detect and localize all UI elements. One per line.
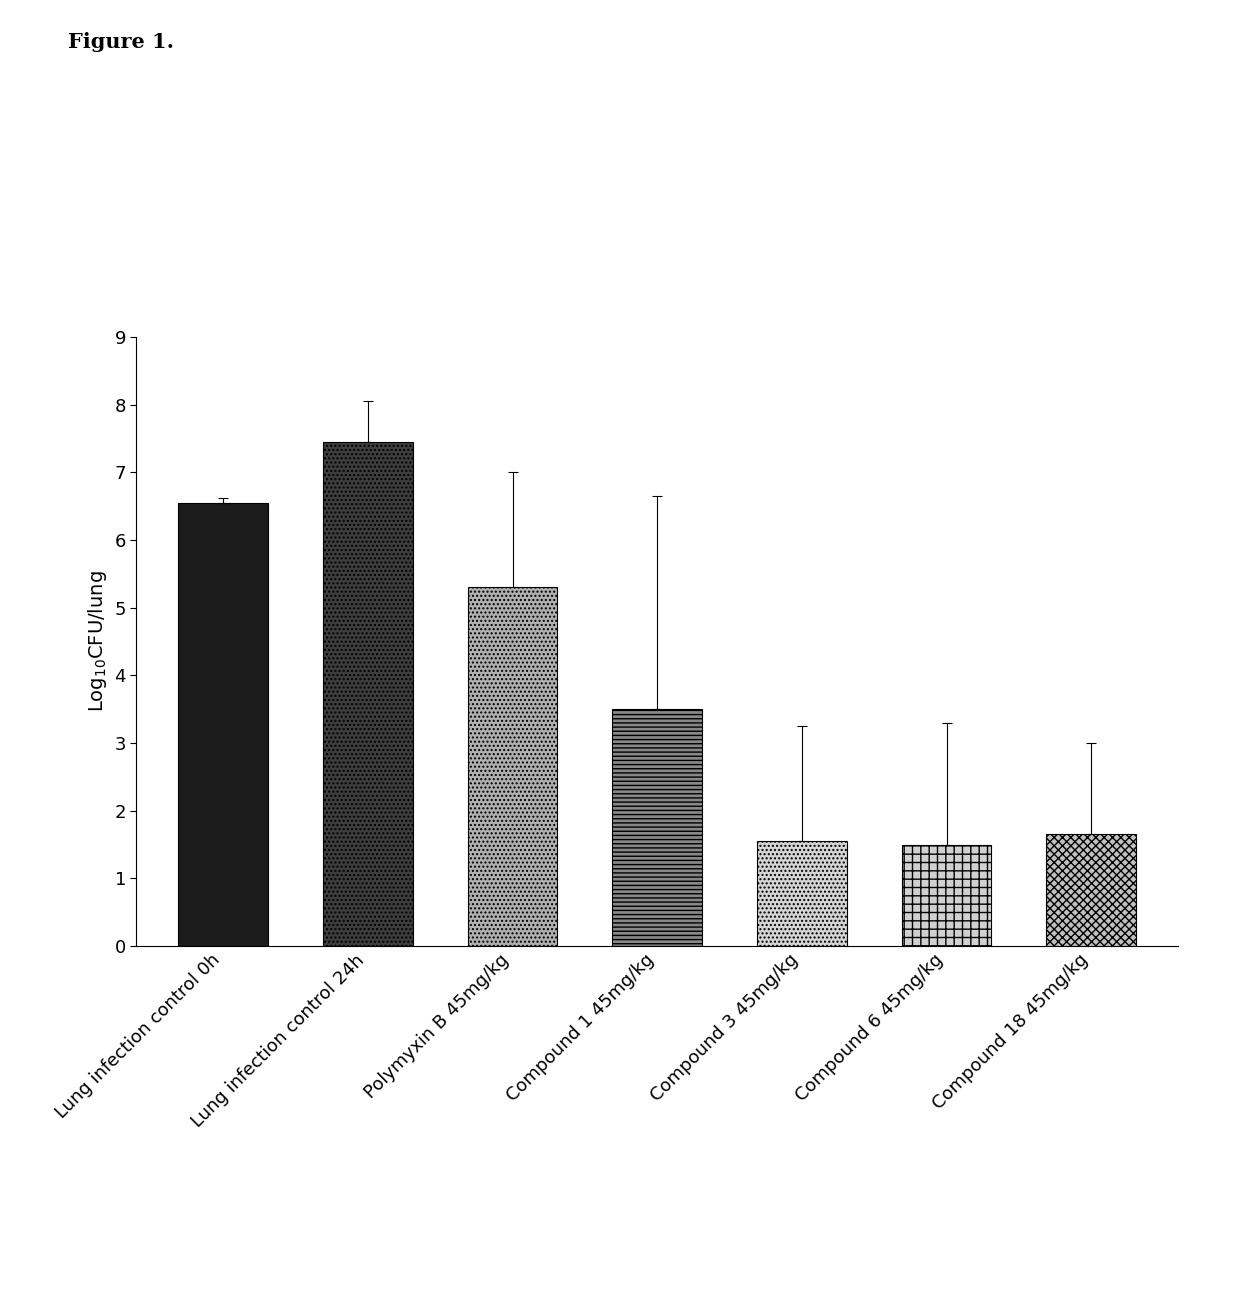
Bar — [1047, 835, 1136, 946]
Bar — [901, 845, 991, 946]
Text: Figure 1.: Figure 1. — [68, 32, 174, 52]
Bar — [179, 503, 268, 946]
Bar — [756, 841, 847, 946]
Bar — [322, 442, 413, 946]
Bar — [467, 587, 558, 946]
Y-axis label: Log$_{10}$CFU/lung: Log$_{10}$CFU/lung — [86, 570, 109, 713]
Bar — [613, 709, 702, 946]
